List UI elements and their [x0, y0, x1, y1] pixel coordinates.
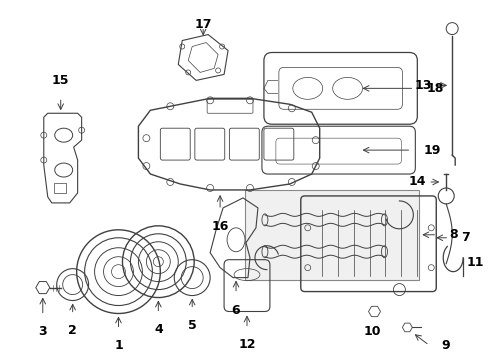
Text: 11: 11 [466, 256, 483, 269]
Text: 14: 14 [408, 175, 426, 189]
Text: 9: 9 [440, 339, 449, 352]
Bar [54, 183, 65, 193]
Bar [244, 190, 419, 280]
Text: 2: 2 [68, 324, 77, 337]
Text: 6: 6 [231, 303, 240, 316]
Text: 15: 15 [52, 75, 69, 87]
Text: 17: 17 [194, 18, 211, 31]
Text: 13: 13 [414, 79, 431, 92]
Text: 10: 10 [363, 325, 381, 338]
Text: 4: 4 [154, 323, 163, 337]
Text: 16: 16 [211, 220, 228, 233]
Text: 7: 7 [460, 231, 469, 244]
Text: 18: 18 [426, 82, 443, 95]
Text: 1: 1 [114, 339, 122, 352]
Text: 8: 8 [448, 228, 457, 241]
Text: 19: 19 [423, 144, 440, 157]
Text: 3: 3 [39, 325, 47, 338]
Text: 5: 5 [187, 319, 196, 332]
Text: 12: 12 [238, 338, 255, 351]
